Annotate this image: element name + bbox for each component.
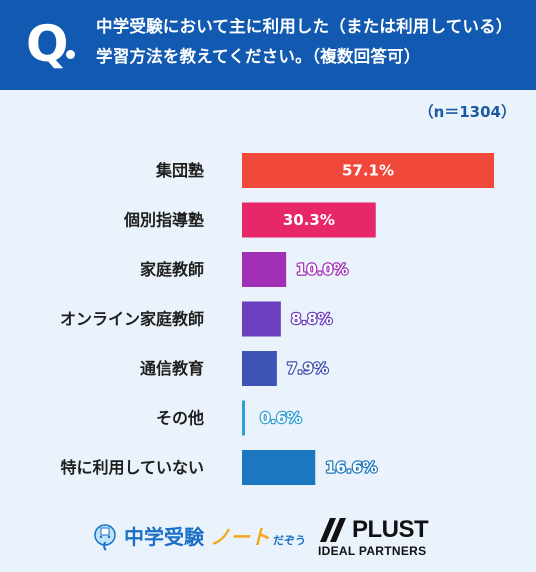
value-label: 8.8%	[291, 310, 333, 328]
logo1-suffix: だぞう	[273, 534, 306, 547]
bar	[242, 153, 494, 188]
logo1-main: 中学受験	[124, 525, 204, 549]
bar	[242, 252, 287, 287]
q-label: Q	[26, 15, 69, 73]
bar	[242, 202, 376, 238]
bar	[242, 400, 245, 436]
elephant-mascot-icon	[94, 524, 116, 551]
bar	[242, 450, 316, 485]
category-label: その他	[156, 409, 204, 428]
logo1-sub: ノート	[210, 525, 270, 549]
plust-subtitle: IDEAL PARTNERS	[318, 544, 427, 558]
category-label: 家庭教師	[140, 260, 204, 279]
bar-chart: 集団塾 57.1% 個別指導塾 30.3% 家庭教師 10.0% オンライン家庭教師 8.8%…	[60, 153, 494, 485]
plust-mark-icon	[320, 518, 346, 542]
sample-size: （n＝1304）	[418, 103, 516, 121]
question-header: Q 中学受験において主に利用した（または利用している）学習方法を教えてください。…	[0, 0, 536, 90]
value-label: 7.9%	[287, 360, 329, 378]
value-label: 0.6%	[260, 409, 302, 427]
plust-wordmark: PLUST	[352, 516, 429, 543]
category-label: 個別指導塾	[123, 211, 204, 230]
category-label: 集団塾	[155, 161, 204, 180]
value-label: 30.3%	[283, 211, 335, 229]
category-label: オンライン家庭教師	[60, 310, 204, 329]
question-text: 中学受験において主に利用した（または利用している）学習方法を教えてください。（複…	[96, 17, 513, 66]
category-label: 特に利用していない	[60, 458, 204, 477]
bar	[242, 351, 277, 386]
value-label: 10.0%	[296, 261, 348, 279]
q-dot	[66, 50, 75, 59]
plust-logo: PLUST IDEAL PARTNERS	[318, 514, 438, 560]
bar	[242, 301, 281, 337]
value-label: 16.6%	[325, 459, 377, 477]
category-label: 通信教育	[140, 359, 204, 378]
value-label: 57.1%	[342, 162, 394, 180]
